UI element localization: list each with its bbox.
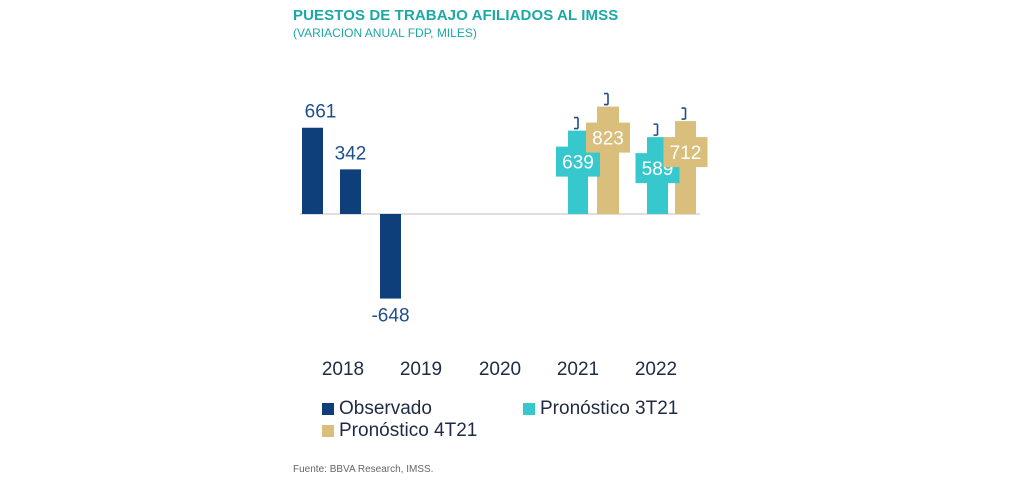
- range-bracket-pronostico-4t21-2022: [681, 107, 687, 120]
- x-tick-label-2022: 2022: [635, 359, 677, 380]
- data-label-pronostico-3t21-2021: 639: [562, 153, 594, 174]
- data-label-pronostico-4t21-2021: 823: [592, 129, 624, 150]
- x-tick-label-2020: 2020: [479, 359, 521, 380]
- legend-swatch-pronostico-4t21: [322, 425, 334, 437]
- data-label-bg-pronostico-4t21-2022: [663, 137, 708, 168]
- bar-observado-2018: [302, 127, 323, 214]
- data-label-observado-2018: 661: [305, 102, 337, 123]
- range-bracket-pronostico-3t21-2022: [653, 123, 659, 136]
- legend-label-pronostico-3t21: Pronóstico 3T21: [540, 398, 679, 419]
- chart-title: PUESTOS DE TRABAJO AFILIADOS AL IMSS: [293, 7, 619, 24]
- x-tick-label-2021: 2021: [557, 359, 599, 380]
- bar-observado-2019: [340, 169, 361, 214]
- bar-observado-2020: [380, 214, 401, 299]
- data-label-bg-pronostico-4t21-2021: [586, 122, 630, 153]
- legend-item-pronostico-3t21: Pronóstico 3T21: [523, 398, 678, 420]
- legend-swatch-observado: [322, 403, 334, 415]
- range-bracket-pronostico-3t21-2021: [574, 116, 579, 130]
- source-note: Fuente: BBVA Research, IMSS.: [293, 464, 434, 475]
- legend-label-observado: Observado: [339, 398, 432, 419]
- x-tick-label-2019: 2019: [400, 359, 442, 380]
- chart-subtitle: (VARIACION ANUAL FDP, MILES): [293, 26, 477, 40]
- legend-item-pronostico-4t21: Pronóstico 4T21: [322, 420, 477, 442]
- legend-swatch-pronostico-3t21: [523, 403, 535, 415]
- legend-item-observado: Observado: [322, 398, 432, 420]
- range-bracket-pronostico-4t21-2021: [604, 92, 609, 106]
- data-label-observado-2019: 342: [335, 143, 367, 164]
- x-tick-label-2018: 2018: [322, 359, 364, 380]
- data-label-observado-2020: -648: [371, 306, 409, 327]
- legend-label-pronostico-4t21: Pronóstico 4T21: [339, 420, 478, 441]
- data-label-pronostico-4t21-2022: 712: [670, 143, 702, 164]
